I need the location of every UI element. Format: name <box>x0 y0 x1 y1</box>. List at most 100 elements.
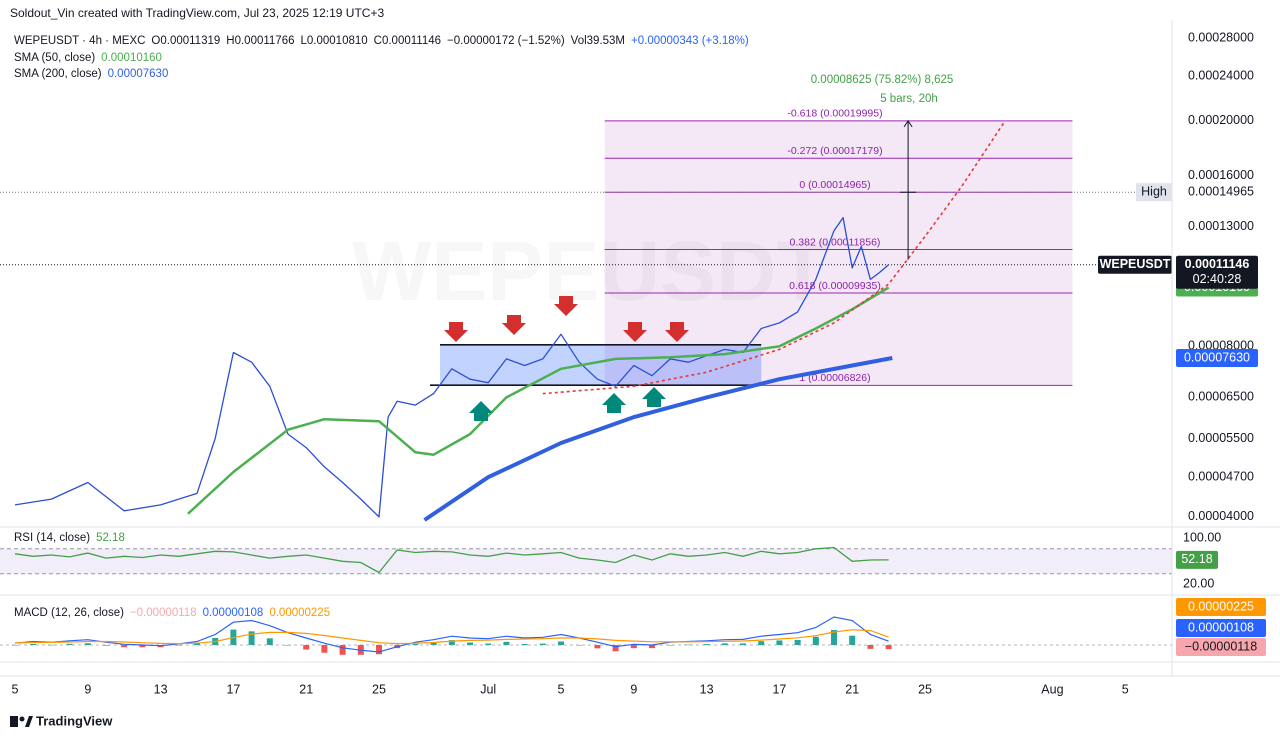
macd-legend-name: MACD (12, 26, close) <box>14 607 124 619</box>
histogram-bar <box>30 643 37 645</box>
histogram-bar <box>376 644 383 655</box>
measure-arrowhead <box>903 119 913 128</box>
sma-legend-name: SMA (50, close) <box>14 52 95 64</box>
x-tick-label: 5 <box>1122 682 1129 696</box>
sma-legend-name: SMA (200, close) <box>14 68 102 80</box>
rsi-line <box>14 546 889 574</box>
last-price-tag <box>1176 255 1258 289</box>
histogram-bar <box>11 644 18 646</box>
histogram-bar <box>885 644 892 650</box>
rsi-legend: RSI (14, close) 52.18 <box>14 532 125 544</box>
legend-item: C0.00011146 <box>374 35 441 47</box>
histogram-bar <box>285 644 292 646</box>
fib-label: 0.382 (0.00011856) <box>790 236 881 248</box>
credit: Soldout_Vin created with TradingView.com… <box>10 6 384 20</box>
rsi-tag <box>1176 550 1218 569</box>
histogram-bar <box>66 643 73 645</box>
histogram-bar <box>539 643 546 645</box>
histogram-bar <box>84 643 91 645</box>
histogram-bar <box>102 644 109 646</box>
histogram-bar <box>849 635 856 645</box>
y-tick-label: 0.00006500 <box>1188 390 1254 404</box>
legend-item: Vol39.53M <box>571 35 625 47</box>
signal-arrows <box>444 296 689 421</box>
histogram-bar <box>594 644 601 649</box>
macd-line <box>14 616 889 653</box>
macd-tag-label: −0.00000118 <box>1185 639 1257 653</box>
sma-legend-value: 0.00007630 <box>108 68 169 80</box>
rsi-band <box>0 548 1172 574</box>
histogram-bar <box>721 643 728 645</box>
x-tick-label: 25 <box>918 682 932 696</box>
histogram-bar <box>467 642 474 645</box>
legend-item: L0.00010810 <box>301 35 368 47</box>
histogram-bar <box>558 641 565 645</box>
histogram-bar <box>412 643 419 645</box>
macd-tag <box>1176 638 1266 656</box>
histogram-bar <box>503 641 510 645</box>
sma-tag <box>1176 348 1258 367</box>
histogram-bar <box>139 644 146 648</box>
histogram-bar <box>485 643 492 645</box>
y-tick-label: 0.00020000 <box>1188 113 1254 127</box>
overlay: 5 9 13 17 21 25 Jul 5 9 13 17 21 25 Aug 5 0.00008625 (7… <box>12 30 1266 696</box>
down-arrow <box>623 322 647 342</box>
histogram-bar <box>194 643 201 645</box>
macd-legend-value: 0.00000108 <box>203 607 264 619</box>
legend-item: O0.00011319 <box>151 35 220 47</box>
fib-label: 0.618 (0.00009935) <box>789 280 881 292</box>
x-tick-label: Aug <box>1041 682 1063 696</box>
y-tick-label: 0.00016000 <box>1188 168 1254 182</box>
histogram-bar <box>248 631 255 645</box>
x-tick-label: 21 <box>845 682 859 696</box>
sma-line <box>187 286 890 515</box>
fib-label: 1 (0.00006826) <box>799 372 870 384</box>
histogram-bar <box>831 629 838 645</box>
range-box <box>439 344 762 386</box>
x-tick-label: 21 <box>299 682 313 696</box>
trend-curve <box>542 120 1006 395</box>
y-tick-label: 0.00004700 <box>1188 469 1254 483</box>
histogram-bar <box>740 643 747 645</box>
histogram-bar <box>430 642 437 645</box>
macd-legend-value: 0.00000225 <box>269 607 330 619</box>
histogram-bar <box>448 640 455 645</box>
x-tick-label: 9 <box>630 682 637 696</box>
price-pane: -0.618 (0.00019995) -0.272 (0.00017179) 0 … <box>0 108 1172 522</box>
high-value: 0.00014965 <box>1188 184 1254 198</box>
sma-line <box>423 356 893 522</box>
countdown: 02:40:28 <box>1193 272 1242 286</box>
last-price: 0.00011146 <box>1185 257 1250 271</box>
fib-label: -0.272 (0.00017179) <box>787 145 882 157</box>
histogram-bar <box>121 644 128 648</box>
rsi-legend-name: RSI (14, close) <box>14 532 90 544</box>
rsi-tag-label: 52.18 <box>1181 552 1212 566</box>
histogram-bar <box>612 644 619 652</box>
histogram-bar <box>758 641 765 645</box>
fib-area <box>604 120 1073 386</box>
last-symbol-tag <box>1098 255 1172 274</box>
macd-tag <box>1176 619 1266 637</box>
histogram-bar <box>776 640 783 645</box>
x-tick-label: Jul <box>480 682 496 696</box>
high-tag <box>1136 183 1172 202</box>
x-tick-label: 13 <box>154 682 168 696</box>
sma-tag-label: 0.00007630 <box>1184 350 1250 364</box>
legend: WEPEUSDT · 4h · MEXC O0.00011319 H0.000117… <box>14 35 749 47</box>
sma-legend: SMA (50, close) 0.00010160 <box>14 52 162 64</box>
last-symbol: WEPEUSDT <box>1100 257 1171 271</box>
histogram-bar <box>521 643 528 645</box>
y-tick-label: 0.00005500 <box>1188 431 1254 445</box>
histogram-bar <box>867 644 874 649</box>
down-arrow <box>444 322 468 342</box>
macd-line <box>14 629 889 645</box>
y-tick-label: 0.00013000 <box>1188 219 1254 233</box>
histogram-bar <box>48 644 55 646</box>
histogram-bar <box>175 644 182 646</box>
x-tick-label: 5 <box>12 682 19 696</box>
macd-legend: MACD (12, 26, close) −0.00000118 0.0000010… <box>14 607 330 619</box>
histogram-bar <box>630 644 637 649</box>
sma-legend-value: 0.00010160 <box>101 52 162 64</box>
histogram-bar <box>685 644 692 646</box>
